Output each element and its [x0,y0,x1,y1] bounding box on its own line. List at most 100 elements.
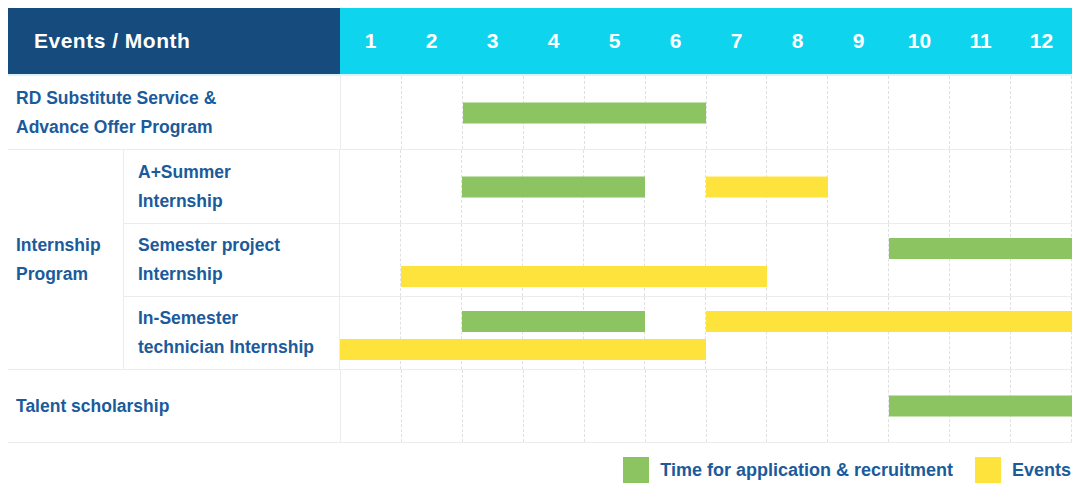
label-line: Program [16,260,101,289]
month-grid-cell [828,150,889,223]
green-swatch-icon [623,457,649,483]
month-header-8: 8 [767,8,828,74]
gantt-bar-event [401,266,767,287]
row-group: InternshipProgramA+SummerInternshipSemes… [8,149,1072,369]
month-grid-cell [1011,76,1072,149]
month-grid-cell [402,76,463,149]
month-header-2: 2 [401,8,462,74]
month-grid-cell [767,224,828,296]
legend-label-application: Time for application & recruitment [660,460,953,481]
month-grid-cell [767,370,828,442]
month-grid-cell [646,370,707,442]
month-header-7: 7 [706,8,767,74]
label-line: A+Summer [138,158,231,187]
table-body: RD Substitute Service &Advance Offer Pro… [8,76,1072,442]
month-grid-cell [341,76,402,149]
month-grid-cell [340,224,401,296]
month-grid-cell [828,224,889,296]
month-grid-cell [1011,224,1072,296]
group-label: InternshipProgram [8,150,124,369]
legend: Time for application & recruitment Event… [623,457,1071,483]
gantt-bar-application [462,311,645,332]
month-grid-cell [341,370,402,442]
month-grid-cell [828,370,889,442]
month-grid-cell [828,297,889,369]
label-line: RD Substitute Service & [16,84,216,113]
month-grid-cell [950,297,1011,369]
table-row: Talent scholarship [8,369,1072,442]
month-header-1: 1 [340,8,401,74]
row-chart-area [339,297,1072,369]
month-grid-cell [707,370,768,442]
row-label-text: RD Substitute Service &Advance Offer Pro… [16,84,216,142]
month-grid-cell [524,370,585,442]
label-line: Internship [16,231,101,260]
month-header-10: 10 [889,8,950,74]
gantt-bar-application [463,102,707,123]
row-label-text: Semester projectInternship [138,231,280,289]
month-header-4: 4 [523,8,584,74]
row-chart-area [340,370,1072,442]
label-line: technician Internship [138,333,314,362]
month-grid-cell [889,150,950,223]
row-sublabel: Semester projectInternship [124,224,339,296]
row-label-text: A+SummerInternship [138,158,231,216]
month-grid-cell [828,76,889,149]
month-grid-cell [585,370,646,442]
label-line: Internship [138,187,231,216]
gantt-bar-event [706,176,828,197]
month-grid-cell [463,370,524,442]
month-grid-cell [950,224,1011,296]
month-grid-cell [401,150,462,223]
month-header-5: 5 [584,8,645,74]
row-chart-area [339,150,1072,223]
row-label-text: In-Semestertechnician Internship [138,304,314,362]
label-line: Internship [138,260,280,289]
month-grid-cell [950,150,1011,223]
table-header-row: Events / Month 123456789101112 [8,8,1072,76]
month-header-3: 3 [462,8,523,74]
month-header-strip: 123456789101112 [340,8,1072,74]
legend-item-events: Events [975,457,1071,483]
month-grid-cell [950,76,1011,149]
table-row: In-Semestertechnician Internship [124,296,1072,369]
month-header-11: 11 [950,8,1011,74]
legend-label-events: Events [1012,460,1071,481]
group-rows: A+SummerInternshipSemester projectIntern… [124,150,1072,369]
table-row: RD Substitute Service &Advance Offer Pro… [8,76,1072,149]
month-grid-cell [767,76,828,149]
label-line: Advance Offer Program [16,113,216,142]
month-grid-cell [767,297,828,369]
month-grid-cell [889,224,950,296]
month-grid-cell [706,297,767,369]
row-chart-area [340,76,1072,149]
row-label: Talent scholarship [8,370,340,442]
legend-item-application: Time for application & recruitment [623,457,953,483]
month-grid-cell [402,370,463,442]
month-grid-cell [645,150,706,223]
month-grid-cell [1011,150,1072,223]
gantt-bar-event [706,311,1072,332]
row-label-text: InternshipProgram [16,231,101,289]
row-chart-area [339,224,1072,296]
row-sublabel: A+SummerInternship [124,150,339,223]
label-line: In-Semester [138,304,314,333]
gantt-bar-application [462,176,645,197]
month-grid-cell [1011,297,1072,369]
table-row: Semester projectInternship [124,223,1072,296]
row-sublabel: In-Semestertechnician Internship [124,297,339,369]
row-label-text: Talent scholarship [16,392,169,421]
month-grid-cell [889,297,950,369]
month-header-12: 12 [1011,8,1072,74]
events-month-header-cell: Events / Month [8,8,340,74]
gantt-bar-event [340,339,706,360]
month-grid-cell [889,76,950,149]
month-header-6: 6 [645,8,706,74]
month-header-9: 9 [828,8,889,74]
gantt-bar-application [889,238,1072,259]
schedule-gantt-table: Events / Month 123456789101112 RD Substi… [8,8,1072,443]
row-label: RD Substitute Service &Advance Offer Pro… [8,76,340,149]
yellow-swatch-icon [975,457,1001,483]
table-row: A+SummerInternship [124,150,1072,223]
label-line: Talent scholarship [16,392,169,421]
